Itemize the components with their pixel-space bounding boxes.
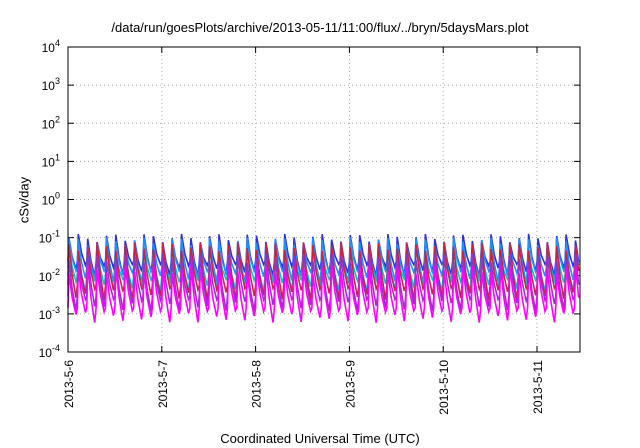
y-tick-label: 100 bbox=[42, 191, 60, 208]
y-tick-label: 10-3 bbox=[39, 305, 60, 322]
y-axis-label: cSv/day bbox=[16, 176, 32, 224]
y-tick-label: 102 bbox=[42, 114, 60, 131]
x-axis-label: Coordinated Universal Time (UTC) bbox=[220, 431, 420, 446]
y-tick-label: 10-2 bbox=[39, 267, 60, 284]
y-tick-label: 10-1 bbox=[39, 229, 60, 246]
chart-title: /data/run/goesPlots/archive/2013-05-11/1… bbox=[111, 20, 529, 35]
x-tick-label: 2013-5-6 bbox=[62, 360, 76, 408]
x-tick-label: 2013-5-8 bbox=[250, 360, 264, 408]
y-tick-label: 10-4 bbox=[39, 343, 60, 360]
series-line bbox=[67, 265, 580, 323]
x-tick-label: 2013-5-7 bbox=[156, 360, 170, 408]
x-tick-label: 2013-5-11 bbox=[531, 360, 545, 414]
plot-border bbox=[67, 46, 581, 353]
x-tick-label: 2013-5-10 bbox=[437, 360, 451, 415]
y-tick-label: 104 bbox=[42, 38, 60, 55]
y-tick-label: 101 bbox=[42, 152, 60, 169]
y-tick-label: 103 bbox=[42, 76, 60, 93]
x-tick-label: 2013-5-9 bbox=[343, 360, 357, 408]
